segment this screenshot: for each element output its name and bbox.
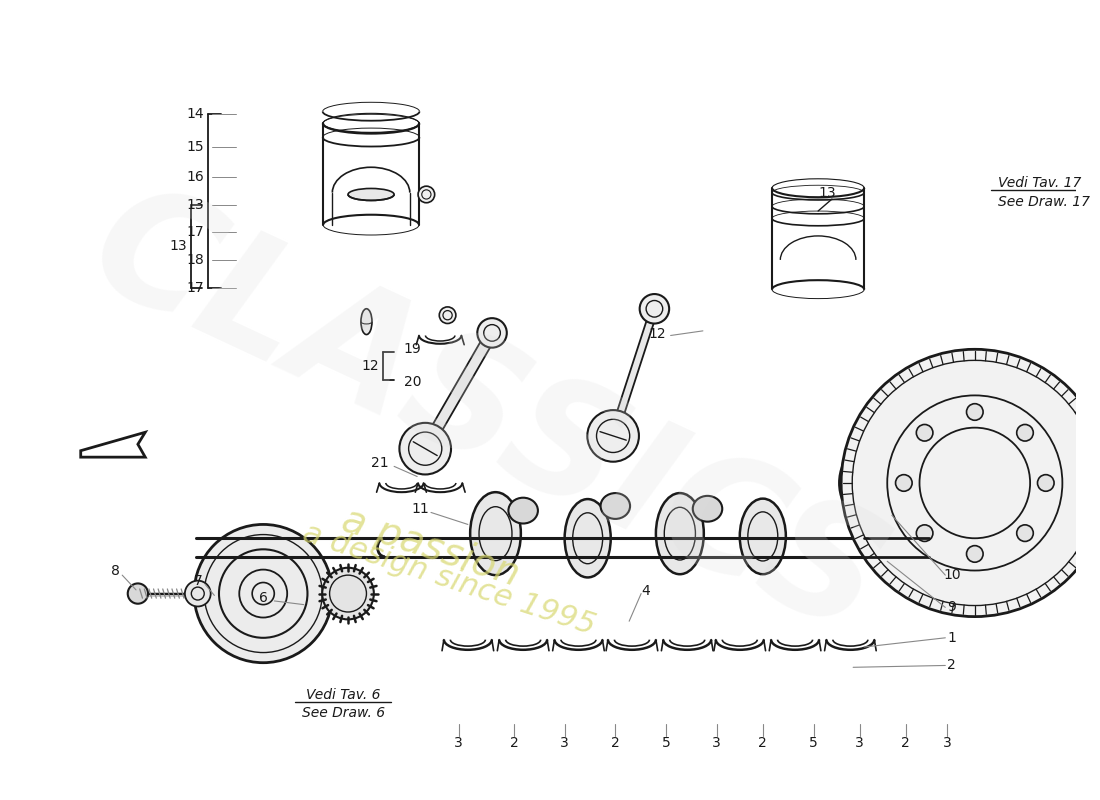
Text: 16: 16 bbox=[186, 170, 204, 184]
Text: 5: 5 bbox=[662, 736, 670, 750]
Text: 3: 3 bbox=[454, 736, 463, 750]
Circle shape bbox=[439, 307, 455, 323]
Circle shape bbox=[194, 525, 332, 662]
Polygon shape bbox=[422, 327, 495, 454]
Ellipse shape bbox=[656, 493, 704, 574]
Polygon shape bbox=[1056, 505, 1085, 538]
Polygon shape bbox=[999, 563, 1032, 593]
Text: 13: 13 bbox=[186, 198, 204, 211]
Circle shape bbox=[322, 568, 374, 619]
Circle shape bbox=[185, 581, 211, 606]
Polygon shape bbox=[1055, 426, 1085, 459]
Circle shape bbox=[967, 404, 983, 420]
Text: 21: 21 bbox=[372, 456, 389, 470]
Text: 14: 14 bbox=[186, 107, 204, 122]
Text: 20: 20 bbox=[404, 375, 421, 390]
Text: 3: 3 bbox=[855, 736, 864, 750]
Text: See Draw. 17: See Draw. 17 bbox=[998, 195, 1090, 209]
Circle shape bbox=[477, 318, 507, 348]
Text: 12: 12 bbox=[361, 359, 379, 373]
Text: 2: 2 bbox=[901, 736, 910, 750]
Circle shape bbox=[1016, 425, 1033, 441]
Text: 2: 2 bbox=[610, 736, 619, 750]
Circle shape bbox=[399, 423, 451, 474]
Polygon shape bbox=[917, 373, 952, 402]
Text: 2: 2 bbox=[758, 736, 767, 750]
Circle shape bbox=[418, 186, 434, 202]
Circle shape bbox=[916, 425, 933, 441]
Circle shape bbox=[128, 583, 148, 604]
Text: 12: 12 bbox=[648, 326, 666, 341]
Text: 6: 6 bbox=[258, 591, 267, 605]
Text: 10: 10 bbox=[943, 568, 960, 582]
Polygon shape bbox=[865, 506, 894, 540]
Ellipse shape bbox=[508, 498, 538, 523]
Text: 11: 11 bbox=[411, 502, 429, 516]
Text: 5: 5 bbox=[810, 736, 818, 750]
Ellipse shape bbox=[361, 309, 372, 334]
Circle shape bbox=[883, 478, 894, 489]
Text: 9: 9 bbox=[947, 600, 956, 614]
Ellipse shape bbox=[740, 498, 785, 574]
Text: 1: 1 bbox=[947, 631, 956, 645]
Circle shape bbox=[1037, 474, 1054, 491]
Text: 19: 19 bbox=[404, 342, 421, 356]
Circle shape bbox=[967, 546, 983, 562]
Circle shape bbox=[640, 294, 669, 323]
Text: 3: 3 bbox=[713, 736, 722, 750]
Circle shape bbox=[895, 474, 912, 491]
Circle shape bbox=[916, 525, 933, 542]
Circle shape bbox=[842, 350, 1100, 617]
Polygon shape bbox=[997, 373, 1030, 402]
Polygon shape bbox=[612, 302, 657, 442]
Ellipse shape bbox=[564, 499, 611, 578]
Text: Vedi Tav. 17: Vedi Tav. 17 bbox=[998, 176, 1081, 190]
Text: 15: 15 bbox=[186, 139, 204, 154]
Text: CLASSICS: CLASSICS bbox=[67, 168, 905, 669]
Circle shape bbox=[587, 410, 639, 462]
Text: a design since 1995: a design since 1995 bbox=[299, 518, 600, 641]
Text: 18: 18 bbox=[186, 253, 204, 267]
Text: 8: 8 bbox=[111, 565, 120, 578]
Polygon shape bbox=[80, 432, 145, 457]
Ellipse shape bbox=[470, 492, 521, 575]
Ellipse shape bbox=[693, 496, 723, 522]
Text: 17: 17 bbox=[186, 281, 204, 294]
Circle shape bbox=[839, 435, 935, 531]
Text: 3: 3 bbox=[560, 736, 569, 750]
Text: 4: 4 bbox=[641, 584, 650, 598]
Text: a passion: a passion bbox=[338, 501, 525, 594]
Text: 7: 7 bbox=[195, 574, 204, 588]
Text: 13: 13 bbox=[818, 186, 836, 200]
Text: 17: 17 bbox=[186, 226, 204, 239]
Text: 2: 2 bbox=[947, 658, 956, 673]
Ellipse shape bbox=[601, 493, 630, 519]
Text: 13: 13 bbox=[169, 239, 187, 253]
Text: 3: 3 bbox=[943, 736, 951, 750]
Polygon shape bbox=[920, 564, 953, 594]
Polygon shape bbox=[865, 428, 893, 461]
Ellipse shape bbox=[312, 586, 329, 602]
Text: Vedi Tav. 6: Vedi Tav. 6 bbox=[306, 688, 381, 702]
Ellipse shape bbox=[348, 189, 394, 201]
Text: 2: 2 bbox=[509, 736, 518, 750]
Text: See Draw. 6: See Draw. 6 bbox=[301, 706, 385, 720]
Circle shape bbox=[1016, 525, 1033, 542]
